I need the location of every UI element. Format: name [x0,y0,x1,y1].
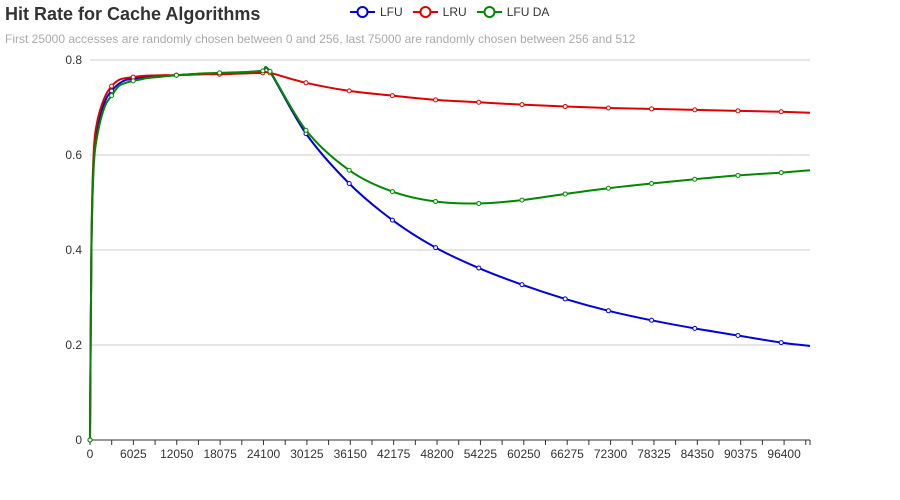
data-point-lru [649,106,655,112]
data-point-lfu [109,88,115,94]
y-tick-label: 0.8 [65,53,82,67]
data-point-lru [109,83,115,89]
data-point-lfu-da [389,189,395,195]
legend-line-circle-icon [476,6,502,18]
data-point-lru [692,107,698,113]
data-point-lru [778,109,784,115]
x-tick-label: 54225 [464,447,498,461]
data-point-lfu-da [303,127,309,133]
data-point-lfu-da [433,199,439,205]
x-tick-label: 66275 [550,447,584,461]
series-line-lfu-da [89,65,811,441]
data-point-lru [433,97,439,103]
data-point-lfu-da [562,191,568,197]
data-point-lfu [562,296,568,302]
chart-legend: LFU LRU LFU DA [350,3,549,21]
chart-subtitle: First 25000 accesses are randomly chosen… [5,32,636,46]
data-point-lfu [649,317,655,323]
data-point-lfu [346,181,352,186]
data-point-lfu-da [778,170,784,176]
x-tick-label: 72300 [594,447,628,461]
y-tick-label: 0.2 [65,338,82,352]
legend-item-lfu[interactable]: LFU [350,3,403,21]
chart-title: Hit Rate for Cache Algorithms [5,4,261,24]
legend-label: LFU [380,5,403,19]
data-point-lfu-da [346,167,352,173]
data-point-lru [562,104,568,110]
data-point-lfu-da [217,70,223,76]
data-point-lfu [476,265,482,271]
data-point-lfu-da [109,93,115,99]
legend-line-circle-icon [350,6,375,18]
x-tick-label: 60250 [507,447,541,461]
data-point-lru [519,102,525,108]
data-point-lfu [778,340,784,346]
data-point-lfu [389,217,395,223]
data-point-lfu-da [267,68,273,74]
data-point-lfu [433,245,439,251]
y-tick-label: 0 [75,433,82,447]
series-line-lru [89,71,811,441]
x-tick-label: 24100 [247,447,281,461]
data-point-lfu-da [260,68,266,74]
data-point-lfu [692,325,698,331]
data-point-lfu [605,308,611,314]
data-point-lfu-da [735,172,741,178]
data-point-lfu-da [605,185,611,191]
legend-label: LRU [442,5,467,19]
legend-line-circle-icon [412,6,438,18]
data-point-lfu-da [692,176,698,182]
data-point-lru [346,88,352,94]
data-point-lfu-da [476,200,482,206]
legend-label: LFU DA [506,5,550,19]
series-line-lfu [89,66,811,441]
data-point-lfu-da [173,72,179,78]
x-tick-label: 6025 [120,447,147,461]
x-tick-label: 84350 [681,447,715,461]
data-point-lfu [519,282,525,288]
data-point-lfu [735,333,741,338]
y-tick-label: 0.6 [65,148,82,162]
x-tick-label: 90375 [724,447,758,461]
data-point-lfu-da [87,437,93,443]
data-point-lru [735,108,741,114]
x-tick-label: 12050 [160,447,194,461]
x-tick-label: 48200 [420,447,454,461]
x-tick-label: 42175 [377,447,411,461]
x-tick-label: 18075 [203,447,237,461]
x-tick-label: 36150 [334,447,368,461]
x-tick-label: 30125 [290,447,324,461]
data-point-lru [476,99,482,105]
x-tick-label: 78325 [637,447,671,461]
data-point-lfu-da [130,78,136,84]
data-point-lru [389,93,395,99]
legend-item-lru[interactable]: LRU [412,3,467,21]
y-tick-label: 0.4 [65,243,82,257]
data-point-lfu-da [649,181,655,186]
x-tick-label: 0 [87,447,94,461]
x-tick-label: 96400 [767,447,801,461]
data-point-lru [605,105,611,111]
data-point-lfu-da [519,197,525,203]
data-point-lru [303,80,309,86]
legend-item-lfu-da[interactable]: LFU DA [476,3,550,21]
